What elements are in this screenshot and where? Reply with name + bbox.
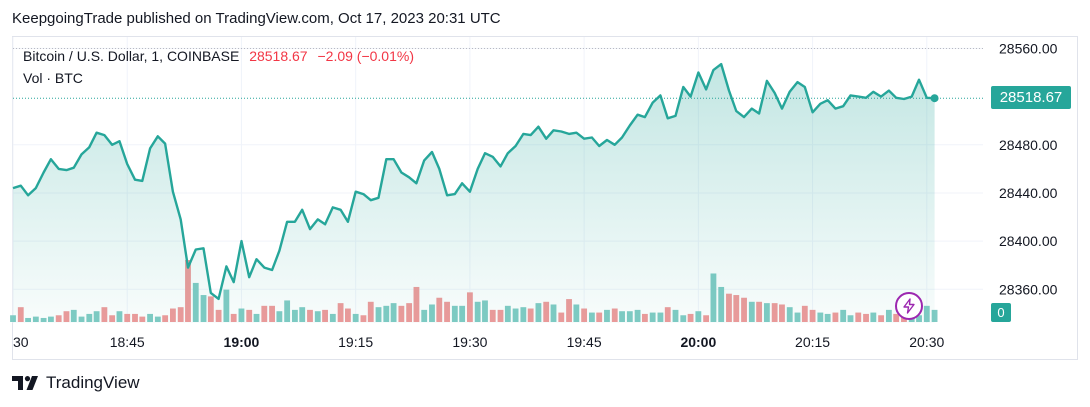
y-tick-label: 28400.00 — [999, 233, 1058, 249]
volume-legend[interactable]: Vol · BTC — [23, 70, 83, 86]
x-tick-label: 20:15 — [795, 334, 830, 350]
x-tick-label: 19:00 — [224, 334, 260, 350]
tradingview-logo-icon — [12, 376, 38, 390]
tradingview-logo[interactable]: TradingView — [12, 373, 140, 393]
price-change: −2.09 (−0.01%) — [317, 48, 414, 64]
flash-icon[interactable] — [895, 292, 923, 320]
price-area — [13, 64, 935, 323]
x-tick-label: 18:45 — [110, 334, 145, 350]
x-tick-label: 19:15 — [338, 334, 373, 350]
lightning-icon — [903, 298, 915, 314]
y-tick-label: 28480.00 — [999, 137, 1058, 153]
last-price-dot — [930, 94, 939, 103]
x-tick-label: 19:45 — [567, 334, 602, 350]
y-tick-label: 28560.00 — [999, 40, 1058, 56]
y-tick-label: 28440.00 — [999, 185, 1058, 201]
publish-info: KeepgoingTrade published on TradingView.… — [12, 10, 501, 27]
x-tick-label: 20:00 — [680, 334, 716, 350]
symbol-name[interactable]: Bitcoin / U.S. Dollar, 1, COINBASE — [23, 48, 240, 64]
brand-name: TradingView — [46, 373, 140, 392]
last-value: 28518.67 — [249, 48, 308, 64]
x-tick-label: 20:30 — [909, 334, 944, 350]
last-price-badge: 28518.67 — [991, 86, 1071, 109]
price-line[interactable] — [12, 62, 935, 301]
symbol-legend: Bitcoin / U.S. Dollar, 1, COINBASE 28518… — [23, 48, 414, 64]
y-tick-label: 28360.00 — [999, 281, 1058, 297]
volume-badge: 0 — [991, 303, 1011, 322]
x-tick-label: 19:30 — [452, 334, 487, 350]
x-tick-label: 30 — [13, 334, 29, 350]
